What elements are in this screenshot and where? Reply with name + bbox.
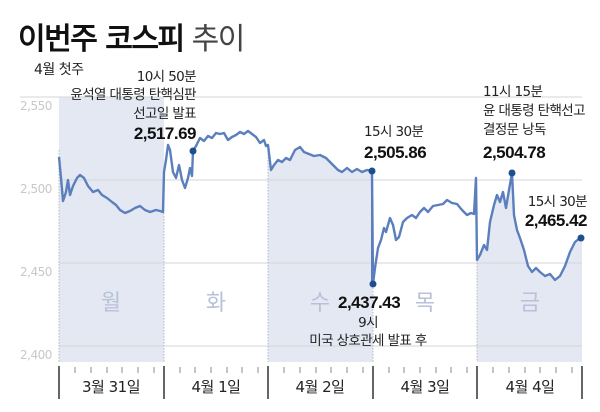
title-light: 추이 (191, 22, 246, 57)
title-bold: 이번주 코스피 (18, 22, 185, 57)
data-point-markers (189, 147, 585, 288)
chart-title: 이번주 코스피 추이 (18, 14, 246, 58)
ann1-line2: 선고일 발표 (133, 106, 196, 122)
y-label-2550: 2,550 (20, 99, 52, 113)
x-axis-labels: 3월 31일 4월 1일 4월 2일 4월 3일 4월 4일 (82, 378, 555, 396)
annotation-2505: 15시 30분 2,505.86 (364, 124, 427, 162)
day-label-mon: 월 (101, 291, 121, 316)
ann3-value: 2,437.43 (338, 293, 400, 312)
kospi-line (57, 129, 581, 286)
dot-2465 (577, 234, 585, 242)
ann3-time: 9시 (358, 315, 378, 331)
date-label-0403: 4월 3일 (401, 378, 450, 396)
y-label-2400: 2,400 (20, 348, 52, 362)
ann5-time: 15시 30분 (528, 194, 587, 210)
date-label-0404: 4월 4일 (506, 378, 555, 396)
ann4-time: 11시 15분 (483, 84, 542, 100)
ann1-value: 2,517.69 (134, 124, 196, 143)
day-labels: 월 화 수 목 금 (101, 291, 540, 316)
y-label-2450: 2,450 (20, 265, 52, 279)
ann2-time: 15시 30분 (364, 124, 423, 140)
date-label-0401: 4월 1일 (192, 378, 241, 396)
area-mon (59, 157, 164, 362)
annotation-2465: 15시 30분 2,465.42 (525, 194, 588, 230)
area-fills (59, 145, 582, 362)
dot-2437 (369, 280, 377, 288)
day-label-thu: 목 (415, 291, 435, 316)
ann2-value: 2,505.86 (364, 143, 426, 162)
y-label-2500: 2,500 (20, 182, 52, 196)
area-fri (477, 173, 582, 362)
day-label-tue: 화 (206, 291, 226, 316)
ann4-value: 2,504.78 (483, 143, 545, 162)
ann3-line1: 미국 상호관세 발표 후 (309, 333, 427, 349)
date-label-0331: 3월 31일 (82, 378, 140, 396)
day-label-fri: 금 (520, 291, 540, 316)
dot-2517 (189, 147, 197, 155)
date-label-0402: 4월 2일 (296, 378, 345, 396)
annotation-2504: 11시 15분 윤 대통령 탄핵선고 결정문 낭독 2,504.78 (483, 84, 586, 162)
ann4-line1: 윤 대통령 탄핵선고 (483, 103, 585, 119)
annotation-2517: 10시 50분 윤석열 대통령 탄핵심판 선고일 발표 2,517.69 (70, 69, 196, 143)
day-separators (58, 145, 478, 362)
ann1-line1: 윤석열 대통령 탄핵심판 (70, 87, 196, 103)
y-axis-labels: 2,550 2,500 2,450 2,400 (20, 99, 52, 362)
ann5-value: 2,465.42 (525, 211, 587, 230)
ann4-line2: 결정문 낭독 (483, 122, 546, 138)
x-axis-minor-ticks (74, 367, 573, 373)
chart-subtitle: 4월 첫주 (34, 62, 84, 78)
x-axis-ticks (58, 366, 583, 399)
dot-2505 (368, 167, 376, 175)
grid-lines (59, 96, 582, 347)
annotation-2437: 2,437.43 9시 미국 상호관세 발표 후 (309, 293, 427, 349)
dot-2504 (508, 169, 516, 177)
ann1-time: 10시 50분 (137, 69, 196, 85)
day-label-wed: 수 (310, 291, 330, 316)
area-wed (268, 145, 373, 362)
